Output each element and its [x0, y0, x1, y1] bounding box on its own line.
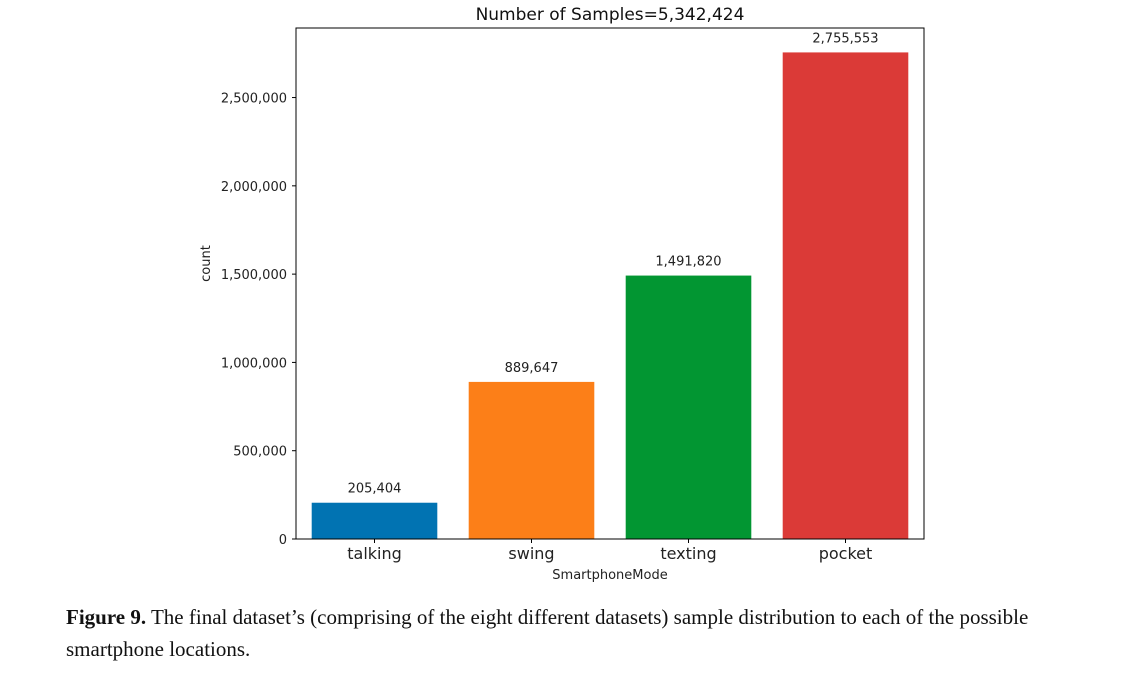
y-tick-label: 1,000,000 — [221, 356, 287, 371]
plot-frame — [295, 27, 925, 540]
bar-value-label: 2,755,553 — [812, 31, 878, 46]
x-tick-label: talking — [347, 544, 402, 563]
y-tick-label: 1,500,000 — [221, 268, 287, 283]
bar-value-label: 889,647 — [505, 361, 559, 376]
x-axis-label: SmartphoneMode — [552, 568, 667, 583]
bar-chart: Number of Samples=5,342,424 205,404 889,6… — [199, 5, 925, 583]
bar-value-label: 1,491,820 — [655, 255, 721, 270]
figure-label: Figure 9. — [66, 605, 147, 629]
figure-caption-text: The final dataset’s (comprising of the e… — [66, 605, 1029, 661]
bar-value-label: 205,404 — [348, 482, 402, 497]
x-tick-label: swing — [508, 544, 554, 563]
y-tick-label: 2,000,000 — [221, 180, 287, 195]
bar-talking — [311, 502, 438, 539]
x-tick-label: texting — [660, 544, 716, 563]
y-tick-label: 2,500,000 — [221, 92, 287, 107]
y-axis-label: count — [199, 245, 214, 282]
x-tick-label: pocket — [819, 544, 873, 563]
figure-caption: Figure 9. The final dataset’s (comprisin… — [66, 601, 1106, 665]
bar-swing — [468, 381, 595, 539]
chart-title: Number of Samples=5,342,424 — [476, 5, 745, 25]
bar-texting — [625, 275, 752, 539]
bar-pocket — [782, 52, 909, 539]
y-tick-label: 0 — [279, 533, 287, 548]
y-tick-label: 500,000 — [233, 445, 287, 460]
